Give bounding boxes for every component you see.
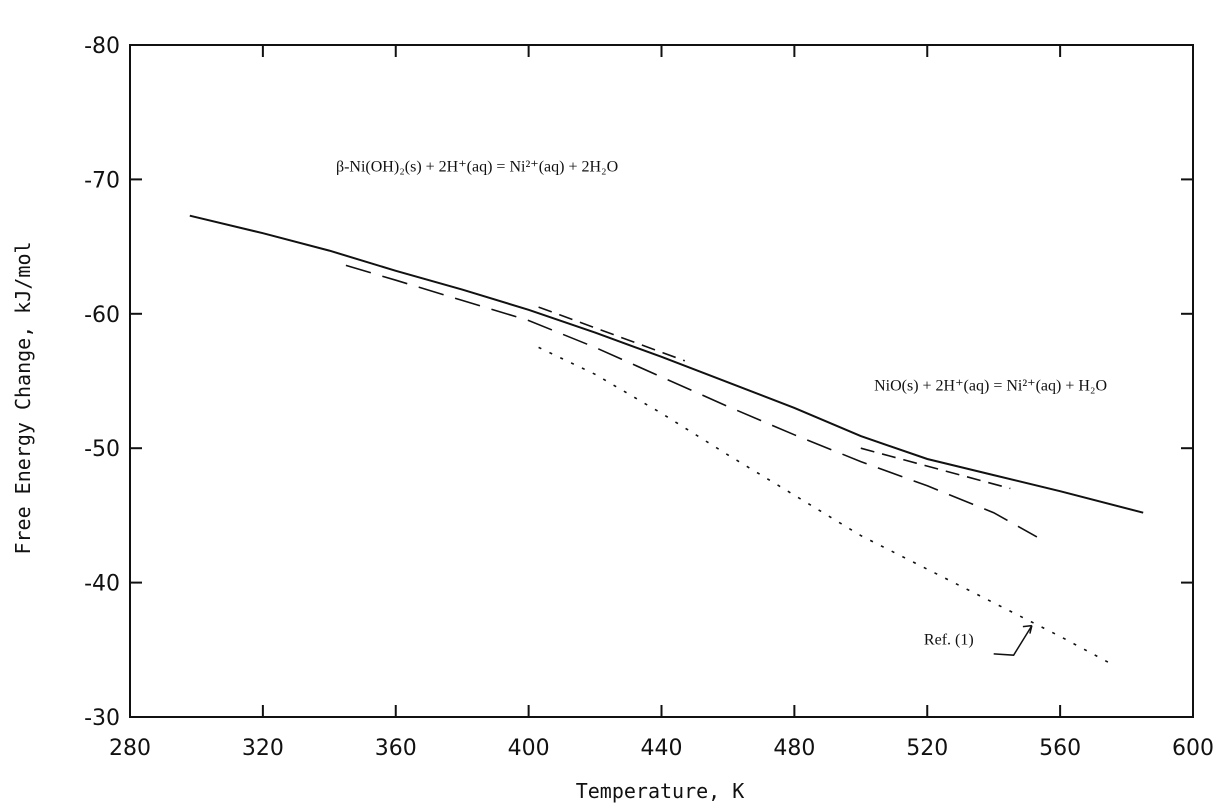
x-tick-label: 320 xyxy=(242,736,284,761)
series-group xyxy=(189,214,1144,664)
x-tick-label: 480 xyxy=(773,736,815,761)
y-tick-label: -80 xyxy=(84,34,120,59)
x-tick-label: 560 xyxy=(1039,736,1081,761)
y-tick-labels: -80 -70 -60 -50 -40 -30 xyxy=(84,34,120,731)
axis-ticks xyxy=(129,44,1194,718)
y-axis-title: Free Energy Change, kJ/mol xyxy=(11,241,35,554)
y-tick-label: -30 xyxy=(84,706,120,731)
x-tick-labels: 280 320 360 400 440 480 520 560 600 xyxy=(109,736,1214,761)
annotations-group: β-Ni(OH)₂(s) + 2H⁺(aq) = Ni²⁺(aq) + 2H₂O… xyxy=(336,158,1107,648)
y-tick-label: -60 xyxy=(84,303,120,328)
x-tick-label: 280 xyxy=(109,736,151,761)
x-axis-title: Temperature, K xyxy=(576,779,745,803)
y-tick-label: -40 xyxy=(84,572,120,597)
x-tick-label: 400 xyxy=(508,736,550,761)
x-tick-label: 600 xyxy=(1172,736,1214,761)
x-tick-label: 440 xyxy=(641,736,683,761)
series-line-dashed-short xyxy=(538,306,686,362)
ref-arrow xyxy=(993,624,1033,656)
series-line-dotted xyxy=(538,346,1111,664)
series-line-dashed xyxy=(345,264,1038,538)
y-tick-label: -70 xyxy=(84,168,120,193)
y-tick-label: -50 xyxy=(84,437,120,462)
x-tick-label: 360 xyxy=(375,736,417,761)
series-line-dashed-short xyxy=(860,447,1011,490)
x-tick-label: 520 xyxy=(906,736,948,761)
annotation: Ref. (1) xyxy=(924,631,974,648)
annotation: NiO(s) + 2H⁺(aq) = Ni²⁺(aq) + H₂O xyxy=(874,377,1107,394)
annotation: β-Ni(OH)₂(s) + 2H⁺(aq) = Ni²⁺(aq) + 2H₂O xyxy=(336,158,618,175)
series-line-solid xyxy=(189,214,1144,514)
